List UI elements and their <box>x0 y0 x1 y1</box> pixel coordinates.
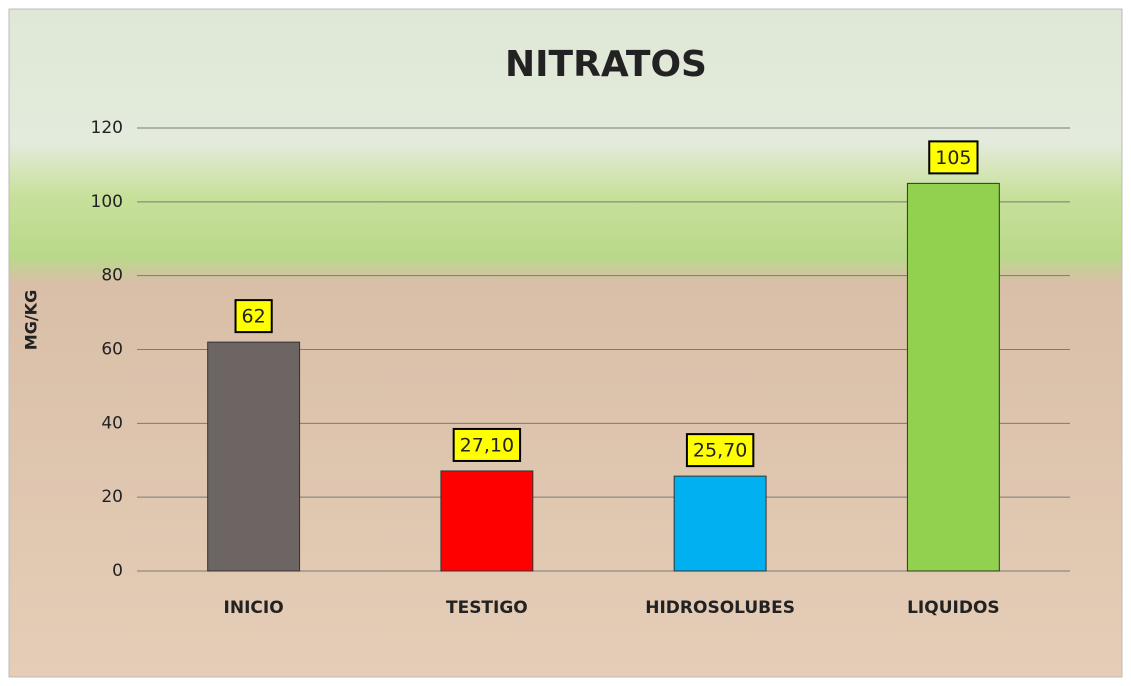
y-tick-label: 40 <box>101 413 123 433</box>
y-tick-label: 0 <box>112 561 123 581</box>
value-label: 27,10 <box>460 434 514 456</box>
y-tick-label: 80 <box>101 266 123 286</box>
page: NITRATOS MG/KG 0 20 40 60 80 100 120 INICIO 62 TE… <box>0 0 1131 686</box>
y-tick-label: 100 <box>91 192 123 212</box>
y-tick-label: 120 <box>91 118 123 138</box>
bar <box>441 471 533 571</box>
y-tick-label: 60 <box>101 340 123 360</box>
y-tick-label: 20 <box>101 487 123 507</box>
chart-title: NITRATOS <box>505 44 707 85</box>
x-tick-label: HIDROSOLUBES <box>645 598 795 618</box>
x-tick-label: LIQUIDOS <box>907 598 1000 618</box>
bar <box>907 183 999 571</box>
bar <box>208 342 300 571</box>
value-label: 62 <box>242 306 266 328</box>
x-tick-label: TESTIGO <box>446 598 528 618</box>
value-label: 105 <box>935 147 971 169</box>
x-tick-label: INICIO <box>224 598 284 618</box>
y-axis-label: MG/KG <box>22 290 41 350</box>
bar <box>674 476 766 571</box>
value-label: 25,70 <box>693 440 747 462</box>
chart: NITRATOS MG/KG 0 20 40 60 80 100 120 INICIO 62 TE… <box>0 0 1131 686</box>
